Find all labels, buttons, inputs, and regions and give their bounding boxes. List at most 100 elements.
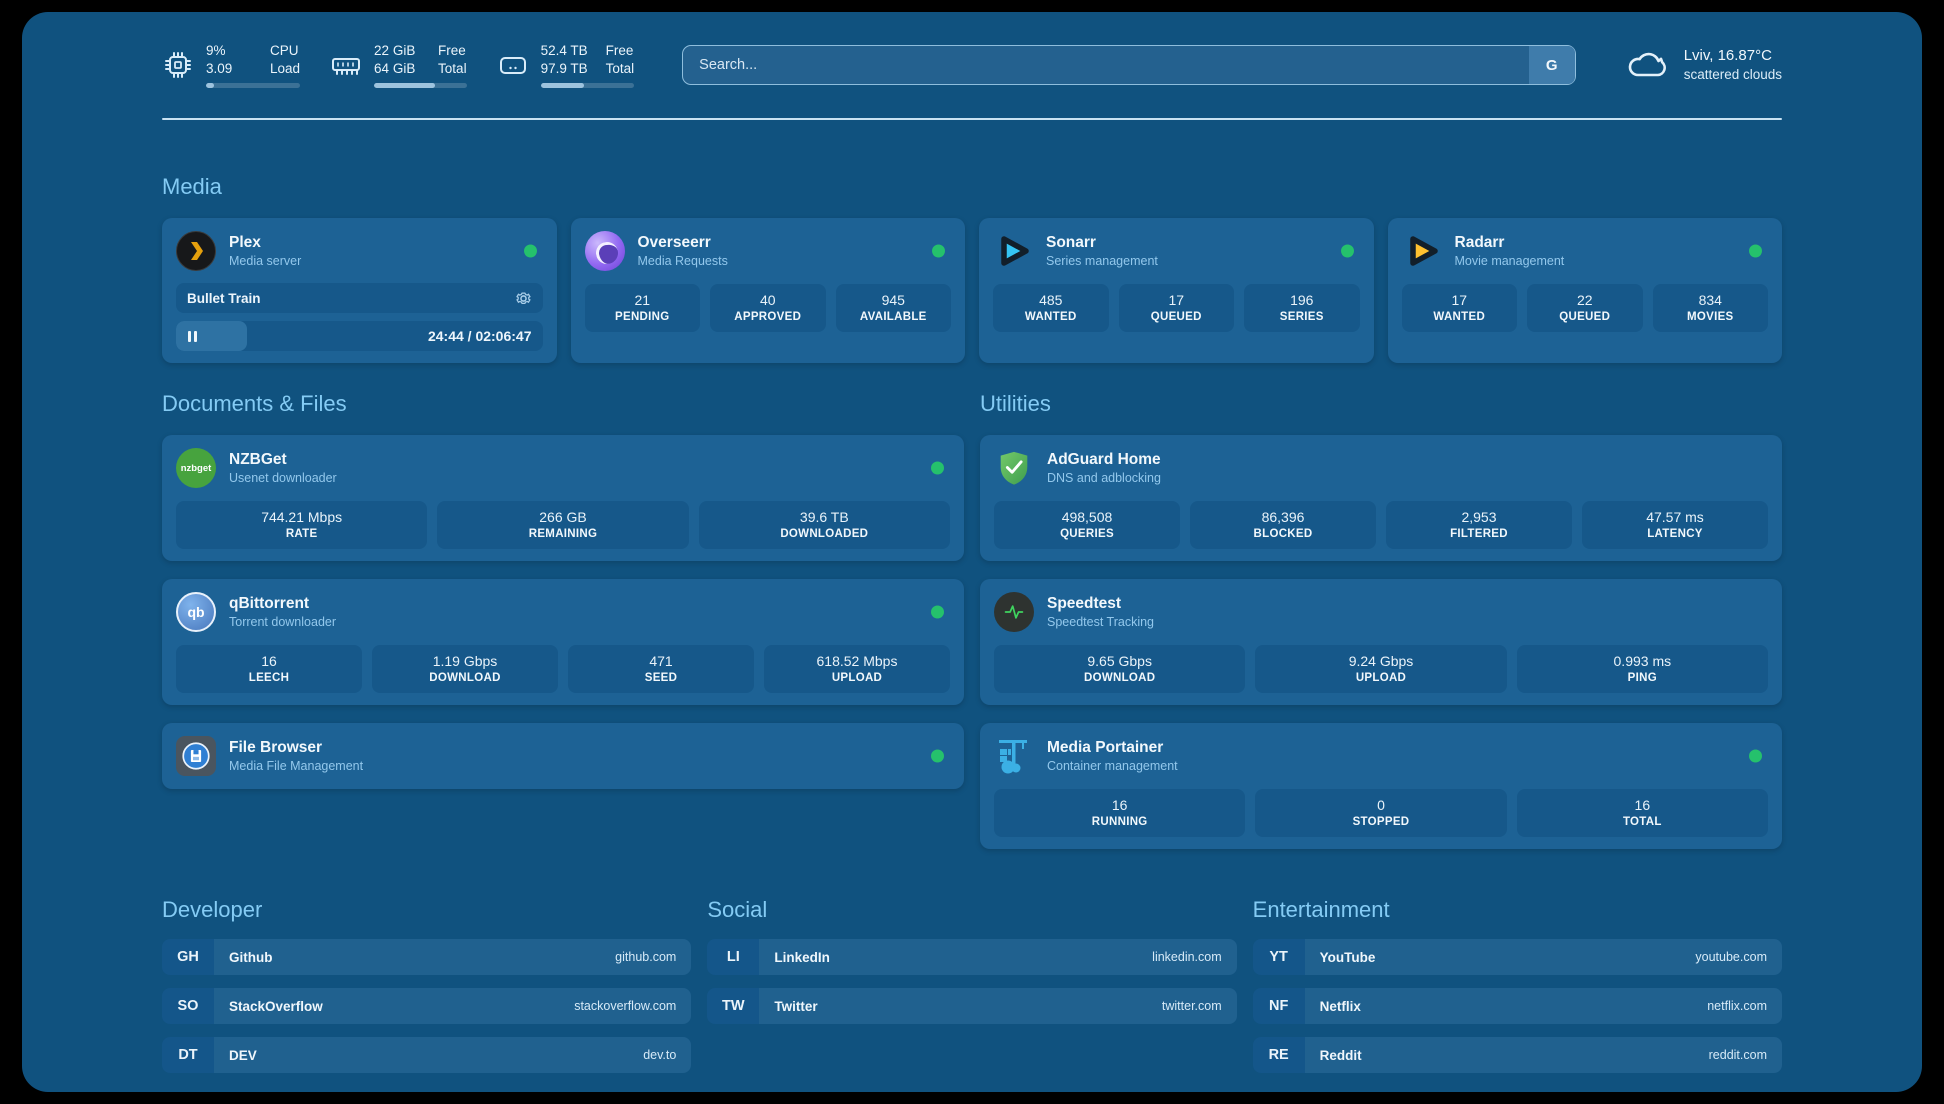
radarr-icon	[1402, 231, 1442, 271]
system-stats: 9% 3.09 CPU Load	[162, 42, 635, 89]
bookmark-link-linkedin[interactable]: LI LinkedIn linkedin.com	[707, 939, 1237, 976]
weather-widget[interactable]: Lviv, 16.87°C scattered clouds	[1624, 46, 1782, 84]
storage-stat: 52.4 TB 97.9 TB Free Total	[497, 42, 635, 89]
bookmark-link-github[interactable]: GH Github github.com	[162, 939, 692, 976]
storage-total-value: 97.9 TB	[540, 61, 588, 77]
stat-tile: 39.6 TB DOWNLOADED	[698, 501, 950, 550]
hard-drive-icon	[497, 49, 529, 81]
dashboard: 9% 3.09 CPU Load	[22, 12, 1922, 1092]
section-title-developer: Developer	[162, 897, 263, 923]
overseerr-card[interactable]: Overseerr Media Requests 21 PENDING 40 APP…	[570, 218, 965, 364]
radarr-card[interactable]: Radarr Movie management 17 WANTED 22 QUEUE…	[1387, 218, 1782, 364]
section-title-media: Media	[162, 174, 222, 200]
cpu-icon	[162, 49, 194, 81]
status-dot	[932, 244, 945, 258]
stat-tile: 1.19 Gbps DOWNLOAD	[372, 645, 558, 694]
stat-tile: 9.24 Gbps UPLOAD	[1255, 645, 1507, 694]
weather-location-temp: Lviv, 16.87°C	[1683, 46, 1772, 64]
bookmarks-developer: Developer GH Github github.com SO StackOv…	[162, 897, 692, 1074]
bookmark-link-stackoverflow[interactable]: SO StackOverflow stackoverflow.com	[162, 988, 692, 1025]
stat-tile: 945 AVAILABLE	[835, 284, 951, 333]
app-name: Sonarr	[1046, 234, 1096, 252]
search-input[interactable]	[683, 46, 1529, 85]
stat-tile: 16 RUNNING	[994, 789, 1246, 838]
stat-tile: 22 QUEUED	[1527, 284, 1643, 333]
link-badge: YT	[1252, 939, 1305, 976]
portainer-card[interactable]: Media Portainer Container management 16 R…	[980, 723, 1782, 850]
cpu-progress-bar	[206, 83, 301, 89]
link-badge: RE	[1252, 1037, 1305, 1074]
dashboard-content: 9% 3.09 CPU Load	[162, 12, 1782, 1074]
stat-tile: 834 MOVIES	[1652, 284, 1768, 333]
stat-tile: 17 WANTED	[1401, 284, 1517, 333]
stat-tile: 471 SEED	[568, 645, 754, 694]
stat-tile: 16 LEECH	[176, 645, 362, 694]
app-subtitle: Torrent downloader	[229, 615, 337, 630]
bookmark-link-dev[interactable]: DT DEV dev.to	[162, 1037, 692, 1074]
app-name: Speedtest	[1047, 595, 1122, 613]
app-subtitle: Speedtest Tracking	[1047, 615, 1155, 630]
weather-condition: scattered clouds	[1683, 67, 1782, 83]
adguard-card[interactable]: AdGuard Home DNS and adblocking 498,508 Q…	[980, 435, 1782, 562]
cloud-icon	[1624, 47, 1670, 83]
bookmark-link-reddit[interactable]: RE Reddit reddit.com	[1252, 1037, 1782, 1074]
status-dot	[931, 605, 944, 619]
stat-tile: 485 WANTED	[993, 284, 1109, 333]
filebrowser-card[interactable]: File Browser Media File Management	[162, 723, 964, 790]
stat-tile: 9.65 Gbps DOWNLOAD	[994, 645, 1246, 694]
section-title-documents: Documents & Files	[162, 391, 347, 417]
playback-time: 24:44 / 02:06:47	[427, 328, 532, 345]
qbittorrent-card[interactable]: qb qBittorrent Torrent downloader 16 LEEC…	[162, 579, 964, 706]
stat-tile: 744.21 Mbps RATE	[176, 501, 428, 550]
app-subtitle: DNS and adblocking	[1047, 471, 1161, 486]
cpu-stat: 9% 3.09 CPU Load	[162, 42, 301, 89]
bookmark-link-netflix[interactable]: NF Netflix netflix.com	[1252, 988, 1782, 1025]
storage-free-value: 52.4 TB	[540, 43, 588, 58]
plex-card[interactable]: Plex Media server Bullet Train 24:44 / 0…	[162, 218, 557, 364]
memory-total-label: Total	[438, 61, 467, 77]
bookmark-link-twitter[interactable]: TW Twitter twitter.com	[707, 988, 1237, 1025]
status-dot	[931, 461, 944, 475]
cpu-load-percent: 9%	[206, 43, 226, 58]
nzbget-icon: nzbget	[176, 448, 216, 489]
cpu-label: CPU	[270, 43, 299, 58]
speedtest-card[interactable]: Speedtest Speedtest Tracking 9.65 Gbps DO…	[980, 579, 1782, 706]
adguard-icon	[994, 448, 1034, 488]
bookmarks-entertainment: Entertainment YT YouTube youtube.com NF N…	[1252, 897, 1782, 1074]
cpu-load-average: 3.09	[206, 61, 233, 77]
overseerr-icon	[584, 231, 625, 272]
app-subtitle: Media Requests	[637, 254, 728, 269]
memory-total-value: 64 GiB	[374, 61, 416, 77]
pause-icon[interactable]	[188, 330, 197, 342]
stat-tile: 86,396 BLOCKED	[1190, 501, 1376, 550]
sonarr-card[interactable]: Sonarr Series management 485 WANTED 17 QUE…	[979, 218, 1374, 364]
app-subtitle: Series management	[1046, 254, 1158, 269]
search-bar[interactable]: G	[682, 45, 1576, 86]
link-badge: DT	[162, 1037, 214, 1074]
link-badge: LI	[707, 939, 760, 976]
search-engine-button[interactable]: G	[1528, 46, 1575, 85]
stat-tile: 40 APPROVED	[710, 284, 826, 333]
app-name: NZBGet	[229, 451, 287, 469]
link-badge: TW	[707, 988, 760, 1025]
memory-free-label: Free	[438, 43, 466, 58]
status-dot	[931, 749, 944, 763]
now-playing-row[interactable]: Bullet Train	[176, 283, 543, 314]
playback-progress-bar[interactable]: 24:44 / 02:06:47	[176, 321, 543, 352]
bookmark-link-youtube[interactable]: YT YouTube youtube.com	[1252, 939, 1782, 976]
app-name: Plex	[229, 234, 261, 252]
sonarr-icon	[993, 231, 1033, 271]
memory-free-value: 22 GiB	[374, 43, 416, 58]
app-name: Radarr	[1454, 234, 1505, 252]
stat-tile: 196 SERIES	[1244, 284, 1360, 333]
stat-tile: 266 GB REMAINING	[437, 501, 689, 550]
stat-tile: 498,508 QUERIES	[994, 501, 1180, 550]
header: 9% 3.09 CPU Load	[162, 42, 1782, 89]
app-name: Overseerr	[637, 234, 711, 252]
nzbget-card[interactable]: nzbget NZBGet Usenet downloader 744.21 M…	[162, 435, 964, 562]
section-title-entertainment: Entertainment	[1252, 897, 1390, 923]
app-subtitle: Media File Management	[229, 759, 364, 774]
settings-icon[interactable]	[515, 290, 532, 307]
section-title-social: Social	[707, 897, 768, 923]
app-name: File Browser	[229, 739, 323, 757]
